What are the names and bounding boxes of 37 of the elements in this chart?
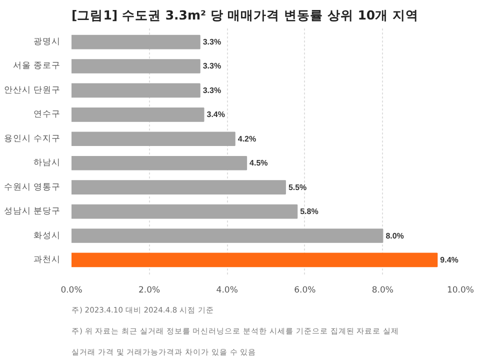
x-tick-label: 6.0% bbox=[294, 286, 316, 296]
data-label: 9.4% bbox=[440, 255, 458, 264]
data-label: 5.5% bbox=[288, 182, 307, 192]
x-tick-label: 10.0% bbox=[447, 286, 474, 296]
y-tick-label: 성남시 분당구 bbox=[4, 206, 60, 217]
bar bbox=[72, 156, 248, 170]
data-label: 5.8% bbox=[300, 207, 318, 216]
x-tick-label: 8.0% bbox=[372, 286, 394, 296]
data-label: 3.3% bbox=[202, 62, 222, 71]
y-tick-label: 수원시 영통구 bbox=[4, 182, 60, 192]
data-label: 8.0% bbox=[386, 231, 404, 240]
y-tick-label: 화성시 bbox=[34, 230, 60, 241]
data-label: 3.3% bbox=[202, 38, 222, 47]
bar bbox=[72, 180, 286, 194]
bar bbox=[72, 204, 298, 219]
y-tick-label: 연수구 bbox=[34, 110, 60, 120]
data-label: 3.3% bbox=[202, 86, 222, 95]
x-tick-label: 4.0% bbox=[216, 286, 238, 296]
bar bbox=[72, 132, 236, 146]
data-label: 3.4% bbox=[206, 110, 225, 120]
bar bbox=[72, 108, 204, 122]
data-label: 4.2% bbox=[238, 134, 256, 144]
data-label: 4.5% bbox=[250, 158, 268, 168]
bar bbox=[72, 83, 200, 98]
bar bbox=[72, 252, 438, 268]
x-tick-label: 0.0% bbox=[60, 286, 82, 296]
bar bbox=[72, 228, 384, 243]
y-tick-label: 안산시 단원구 bbox=[4, 85, 60, 96]
y-tick-label: 과천시 bbox=[34, 254, 60, 265]
chart-title: [그림1] 수도권 3.3m² 당 매매가격 변동률 상위 10개 지역 bbox=[72, 8, 418, 22]
bar bbox=[72, 59, 200, 74]
y-tick-label: 용인시 수지구 bbox=[4, 134, 60, 144]
x-tick-label: 2.0% bbox=[138, 286, 160, 296]
bar bbox=[72, 34, 200, 50]
y-tick-label: 하남시 bbox=[34, 158, 60, 168]
y-tick-label: 광명시 bbox=[34, 37, 60, 48]
y-tick-label: 서울 종로구 bbox=[12, 61, 60, 72]
